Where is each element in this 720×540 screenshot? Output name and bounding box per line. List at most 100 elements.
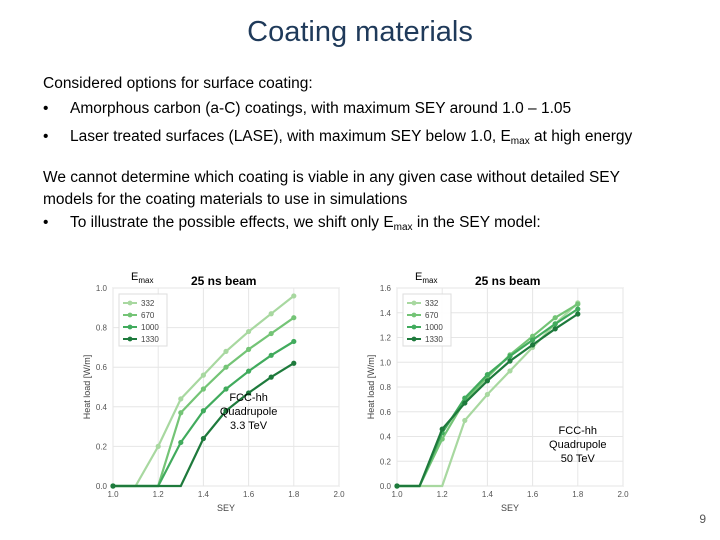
- data-point: [291, 315, 297, 321]
- bullet-3-symbol: •: [43, 214, 49, 231]
- bullet-2-symbol: •: [43, 128, 49, 145]
- legend-label: 670: [141, 311, 155, 320]
- intro-text: Considered options for surface coating:: [43, 75, 313, 92]
- data-point: [223, 408, 229, 414]
- data-point: [268, 330, 274, 337]
- legend-marker: [127, 312, 133, 318]
- annotation-line: Quadrupole: [220, 406, 278, 418]
- annotation-line: FCC-hh: [229, 392, 268, 404]
- y-tick-label: 0.4: [380, 433, 392, 442]
- y-tick-label: 0.0: [380, 482, 392, 491]
- legend-label: 1330: [141, 335, 159, 344]
- y-tick-label: 1.2: [380, 334, 392, 343]
- y-axis-label: Heat load [W/m]: [366, 355, 376, 420]
- y-tick-label: 1.6: [380, 284, 392, 293]
- data-point: [575, 301, 581, 307]
- data-point: [462, 395, 468, 401]
- y-tick-label: 0.2: [380, 457, 392, 466]
- data-point: [507, 358, 513, 364]
- legend-marker: [127, 324, 133, 330]
- y-tick-label: 0.4: [96, 403, 108, 412]
- legend-label: 1000: [141, 323, 159, 332]
- legend-marker: [411, 300, 417, 306]
- data-point: [462, 417, 468, 424]
- y-tick-label: 0.0: [96, 482, 108, 491]
- x-axis-label: SEY: [501, 503, 519, 513]
- chart-right: 0.0 0.2 0.4 0.6 0.8 1.0 1.2 1.4 1.6 1.0 1.2 1.4 1.6 1…: [366, 271, 629, 513]
- y-axis-label: Heat load [W/m]: [82, 355, 92, 420]
- data-point: [484, 378, 490, 384]
- data-point: [178, 396, 184, 402]
- data-point: [246, 346, 252, 352]
- legend-marker: [127, 336, 133, 342]
- data-point: [484, 372, 490, 378]
- data-point: [200, 435, 206, 442]
- bullet-1-text: Amorphous carbon (a-C) coatings, with ma…: [70, 100, 572, 117]
- data-point: [507, 353, 513, 359]
- data-point: [178, 439, 184, 446]
- data-point: [530, 333, 536, 339]
- emax-label: Emax: [131, 271, 153, 285]
- x-tick-label: 1.0: [391, 490, 403, 499]
- x-tick-label: 1.8: [288, 490, 300, 499]
- legend-label: 1330: [425, 335, 443, 344]
- data-point: [223, 348, 229, 354]
- x-tick-label: 1.8: [572, 490, 584, 499]
- x-tick-label: 1.4: [198, 490, 210, 499]
- x-tick-label: 2.0: [333, 490, 345, 499]
- data-point: [530, 337, 536, 343]
- annotation-line: Quadrupole: [549, 439, 607, 451]
- data-point: [552, 326, 558, 332]
- legend-marker: [411, 336, 417, 342]
- data-point: [552, 315, 558, 321]
- bullet-2-text: Laser treated surfaces (LASE), with maxi…: [70, 128, 633, 147]
- data-point: [110, 483, 116, 489]
- legend-label: 332: [425, 299, 439, 308]
- x-tick-label: 1.2: [153, 490, 165, 499]
- legend-label: 332: [141, 299, 155, 308]
- data-point: [268, 311, 274, 317]
- x-tick-label: 1.2: [437, 490, 449, 499]
- data-point: [507, 368, 513, 374]
- annotation-line: FCC-hh: [559, 425, 598, 437]
- beam-label: 25 ns beam: [191, 274, 256, 288]
- data-point: [291, 338, 297, 345]
- data-point: [246, 328, 252, 335]
- data-point: [462, 400, 468, 406]
- chart-left: 0.0 0.2 0.4 0.6 0.8 1.0 1.0 1.2 1.4 1.6 1.8 2.0 SEY H…: [82, 271, 345, 513]
- data-point: [223, 386, 229, 392]
- data-point: [155, 443, 161, 449]
- y-tick-label: 0.8: [380, 383, 392, 392]
- data-point: [200, 386, 206, 392]
- data-point: [246, 368, 252, 374]
- data-point: [575, 306, 581, 312]
- y-tick-label: 1.0: [96, 284, 108, 293]
- data-point: [223, 364, 229, 370]
- x-axis-label: SEY: [217, 503, 235, 513]
- bullet-3-text: To illustrate the possible effects, we s…: [70, 214, 541, 233]
- data-point: [200, 372, 206, 378]
- annotation-line: 50 TeV: [561, 453, 596, 465]
- legend-label: 1000: [425, 323, 443, 332]
- annotation-line: 3.3 TeV: [230, 420, 268, 432]
- data-point: [291, 360, 297, 366]
- y-tick-label: 0.8: [96, 324, 108, 333]
- y-tick-label: 1.4: [380, 309, 392, 318]
- y-tick-label: 1.0: [380, 358, 392, 367]
- data-point: [530, 342, 536, 348]
- data-point: [439, 426, 445, 432]
- data-point: [268, 352, 274, 358]
- emax-label: Emax: [415, 271, 437, 285]
- data-point: [552, 321, 558, 327]
- data-point: [268, 374, 274, 380]
- data-point: [575, 311, 581, 317]
- legend-marker: [411, 312, 417, 318]
- x-tick-label: 1.6: [243, 490, 255, 499]
- data-point: [246, 390, 252, 396]
- x-tick-label: 1.0: [107, 490, 119, 499]
- legend-marker: [411, 324, 417, 330]
- data-point: [178, 410, 184, 416]
- x-tick-label: 1.6: [527, 490, 539, 499]
- y-tick-label: 0.2: [96, 442, 108, 451]
- beam-label: 25 ns beam: [475, 274, 540, 288]
